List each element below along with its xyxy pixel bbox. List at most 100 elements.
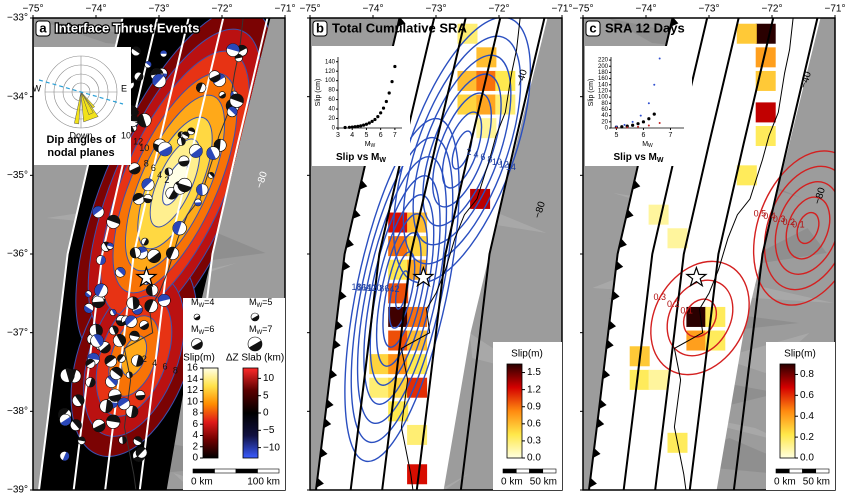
- beachball-quadrant: [118, 397, 129, 408]
- rose-west: W: [33, 83, 42, 93]
- contour-label: 6: [151, 163, 156, 173]
- colorbar: [506, 363, 523, 459]
- slab-label: −80: [812, 186, 828, 206]
- trench-triangle: [397, 18, 406, 27]
- contour-label: 2: [394, 284, 399, 294]
- inset-point: [390, 80, 394, 84]
- scale-bar: [257, 468, 280, 474]
- contour-label: 0.5: [754, 208, 767, 218]
- inset-point: [647, 124, 650, 127]
- trench-triangle: [352, 209, 361, 219]
- inset-caption: Slip vs MW: [614, 152, 664, 164]
- inset-point: [639, 114, 642, 117]
- magnitude-label: MW=4: [191, 297, 214, 308]
- beachball-quadrant: [226, 43, 240, 52]
- inset-point: [631, 123, 635, 127]
- rose-down: Down: [69, 130, 92, 140]
- rose-strike: [38, 79, 124, 105]
- inset-point: [658, 57, 661, 60]
- trench-triangle: [342, 261, 351, 271]
- contour-label: 4: [389, 284, 394, 294]
- slip-cell: [755, 102, 776, 123]
- colorbar-tick-label: 2: [192, 441, 198, 452]
- slip-contour: [785, 196, 831, 260]
- epicenter-star: [412, 265, 435, 288]
- beachball-quadrant: [178, 160, 190, 167]
- beachball-quadrant: [135, 355, 144, 367]
- slab-contour: [381, 18, 467, 490]
- inset-point: [379, 111, 383, 115]
- symbol: M: [191, 324, 199, 334]
- panel-badge: [585, 20, 601, 37]
- slip-cell: [495, 70, 516, 91]
- inset-point: [658, 122, 661, 125]
- beachball-quadrant: [74, 394, 85, 406]
- slip-contour: [369, 194, 435, 386]
- colorbar-tick-label: 0.6: [800, 390, 814, 401]
- beachball-quadrant: [196, 82, 203, 93]
- lon-tick-label: −75°: [23, 4, 44, 15]
- inset-point: [652, 112, 656, 116]
- trench-triangle: [608, 320, 616, 331]
- inset-caption: Slip vs MW: [336, 152, 386, 164]
- colorbar: [202, 367, 219, 459]
- beachball-quadrant: [107, 242, 114, 248]
- scale-label: 0 km: [501, 477, 523, 488]
- trench-triangle: [329, 369, 338, 380]
- beachball-quadrant: [228, 106, 238, 116]
- beachball-quadrant: [85, 359, 95, 367]
- beachball-quadrant: [133, 436, 143, 444]
- beachball-quadrant: [206, 147, 217, 160]
- inset-y-tick-label: 20: [328, 116, 335, 122]
- inset-x-tick-label: 3: [336, 132, 340, 139]
- inset-point: [376, 115, 380, 119]
- inset-y-label: Slip (cm): [315, 79, 322, 107]
- inset-point: [359, 124, 363, 128]
- contour-label: 8: [144, 159, 149, 169]
- beachball-quadrant: [130, 405, 138, 418]
- contour-label: 4: [152, 358, 157, 368]
- inset-point: [623, 123, 626, 126]
- beachball-quadrant: [158, 294, 171, 302]
- scale-label: 0 km: [774, 477, 796, 488]
- panel-title: Interface Thrust Events: [55, 20, 200, 35]
- inset-point: [631, 120, 634, 123]
- beachball-quadrant: [94, 283, 105, 297]
- lon-tick-label: −73°: [426, 4, 447, 15]
- inset-point: [347, 125, 351, 129]
- magnitude-value: =4: [204, 297, 214, 307]
- beachball-quadrant: [77, 437, 86, 442]
- beachball-quadrant: [60, 416, 72, 426]
- lon-tick-label: −75°: [300, 4, 321, 15]
- trench-triangle: [599, 399, 607, 410]
- beachball-quadrant: [116, 334, 126, 346]
- contour-label: 16: [357, 282, 367, 292]
- beachball-quadrant: [140, 322, 149, 330]
- lat-tick-label: −35°: [7, 170, 28, 181]
- beachball-quadrant: [248, 340, 262, 351]
- slip-contour: [796, 211, 820, 245]
- inset-point: [637, 125, 640, 128]
- beachball-quadrant: [129, 331, 140, 338]
- scale-bar: [214, 468, 237, 474]
- trench-triangle: [612, 290, 620, 301]
- beachball-quadrant: [106, 414, 120, 423]
- beachball-quadrant: [160, 50, 167, 54]
- slip-cell: [755, 47, 776, 68]
- scale-bar: [542, 468, 557, 474]
- beachball-quadrant: [100, 343, 111, 354]
- contour-label: 2: [466, 147, 471, 157]
- contour-label: 0.4: [763, 211, 776, 221]
- inset-box: [585, 46, 692, 166]
- slip-contour: [388, 251, 416, 329]
- inset-y-tick-label: 80: [328, 88, 335, 94]
- contour-label: 16: [130, 106, 140, 116]
- colorbar-tick-label: 0.3: [527, 436, 541, 447]
- beachball-quadrant: [92, 206, 103, 216]
- contour-label: 8: [487, 155, 492, 165]
- contour-label: 10: [372, 283, 382, 293]
- scale-bar: [515, 468, 530, 474]
- inset-point: [367, 121, 371, 125]
- trench-triangle: [619, 238, 627, 249]
